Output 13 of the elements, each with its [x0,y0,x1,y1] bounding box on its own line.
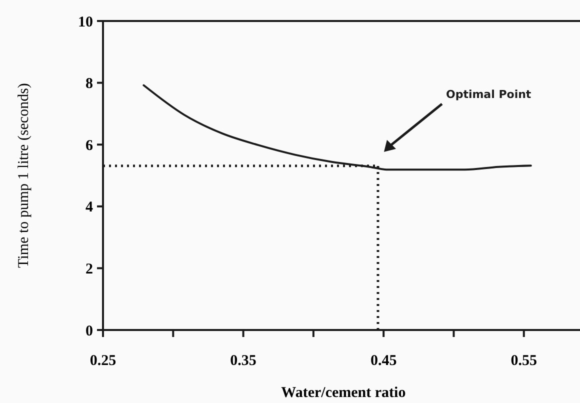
y-tick-label: 0 [86,323,93,340]
y-axis-title: Time to pump 1 litre (seconds) [16,83,32,268]
y-tick-label: 2 [86,261,93,278]
x-tick-label: 0.55 [510,353,538,369]
x-tick-label: 0.25 [90,353,116,369]
y-tick-label: 8 [86,76,93,92]
x-tick-label: 0.45 [370,353,397,369]
annotation: Optimal Point [446,88,532,101]
y-tick-label: 4 [86,200,94,216]
x-axis-title: Water/cement ratio [281,385,406,401]
x-tick-label: 0.35 [230,353,256,369]
y-tick-label: 6 [86,138,94,154]
y-tick-label: 10 [78,14,93,30]
